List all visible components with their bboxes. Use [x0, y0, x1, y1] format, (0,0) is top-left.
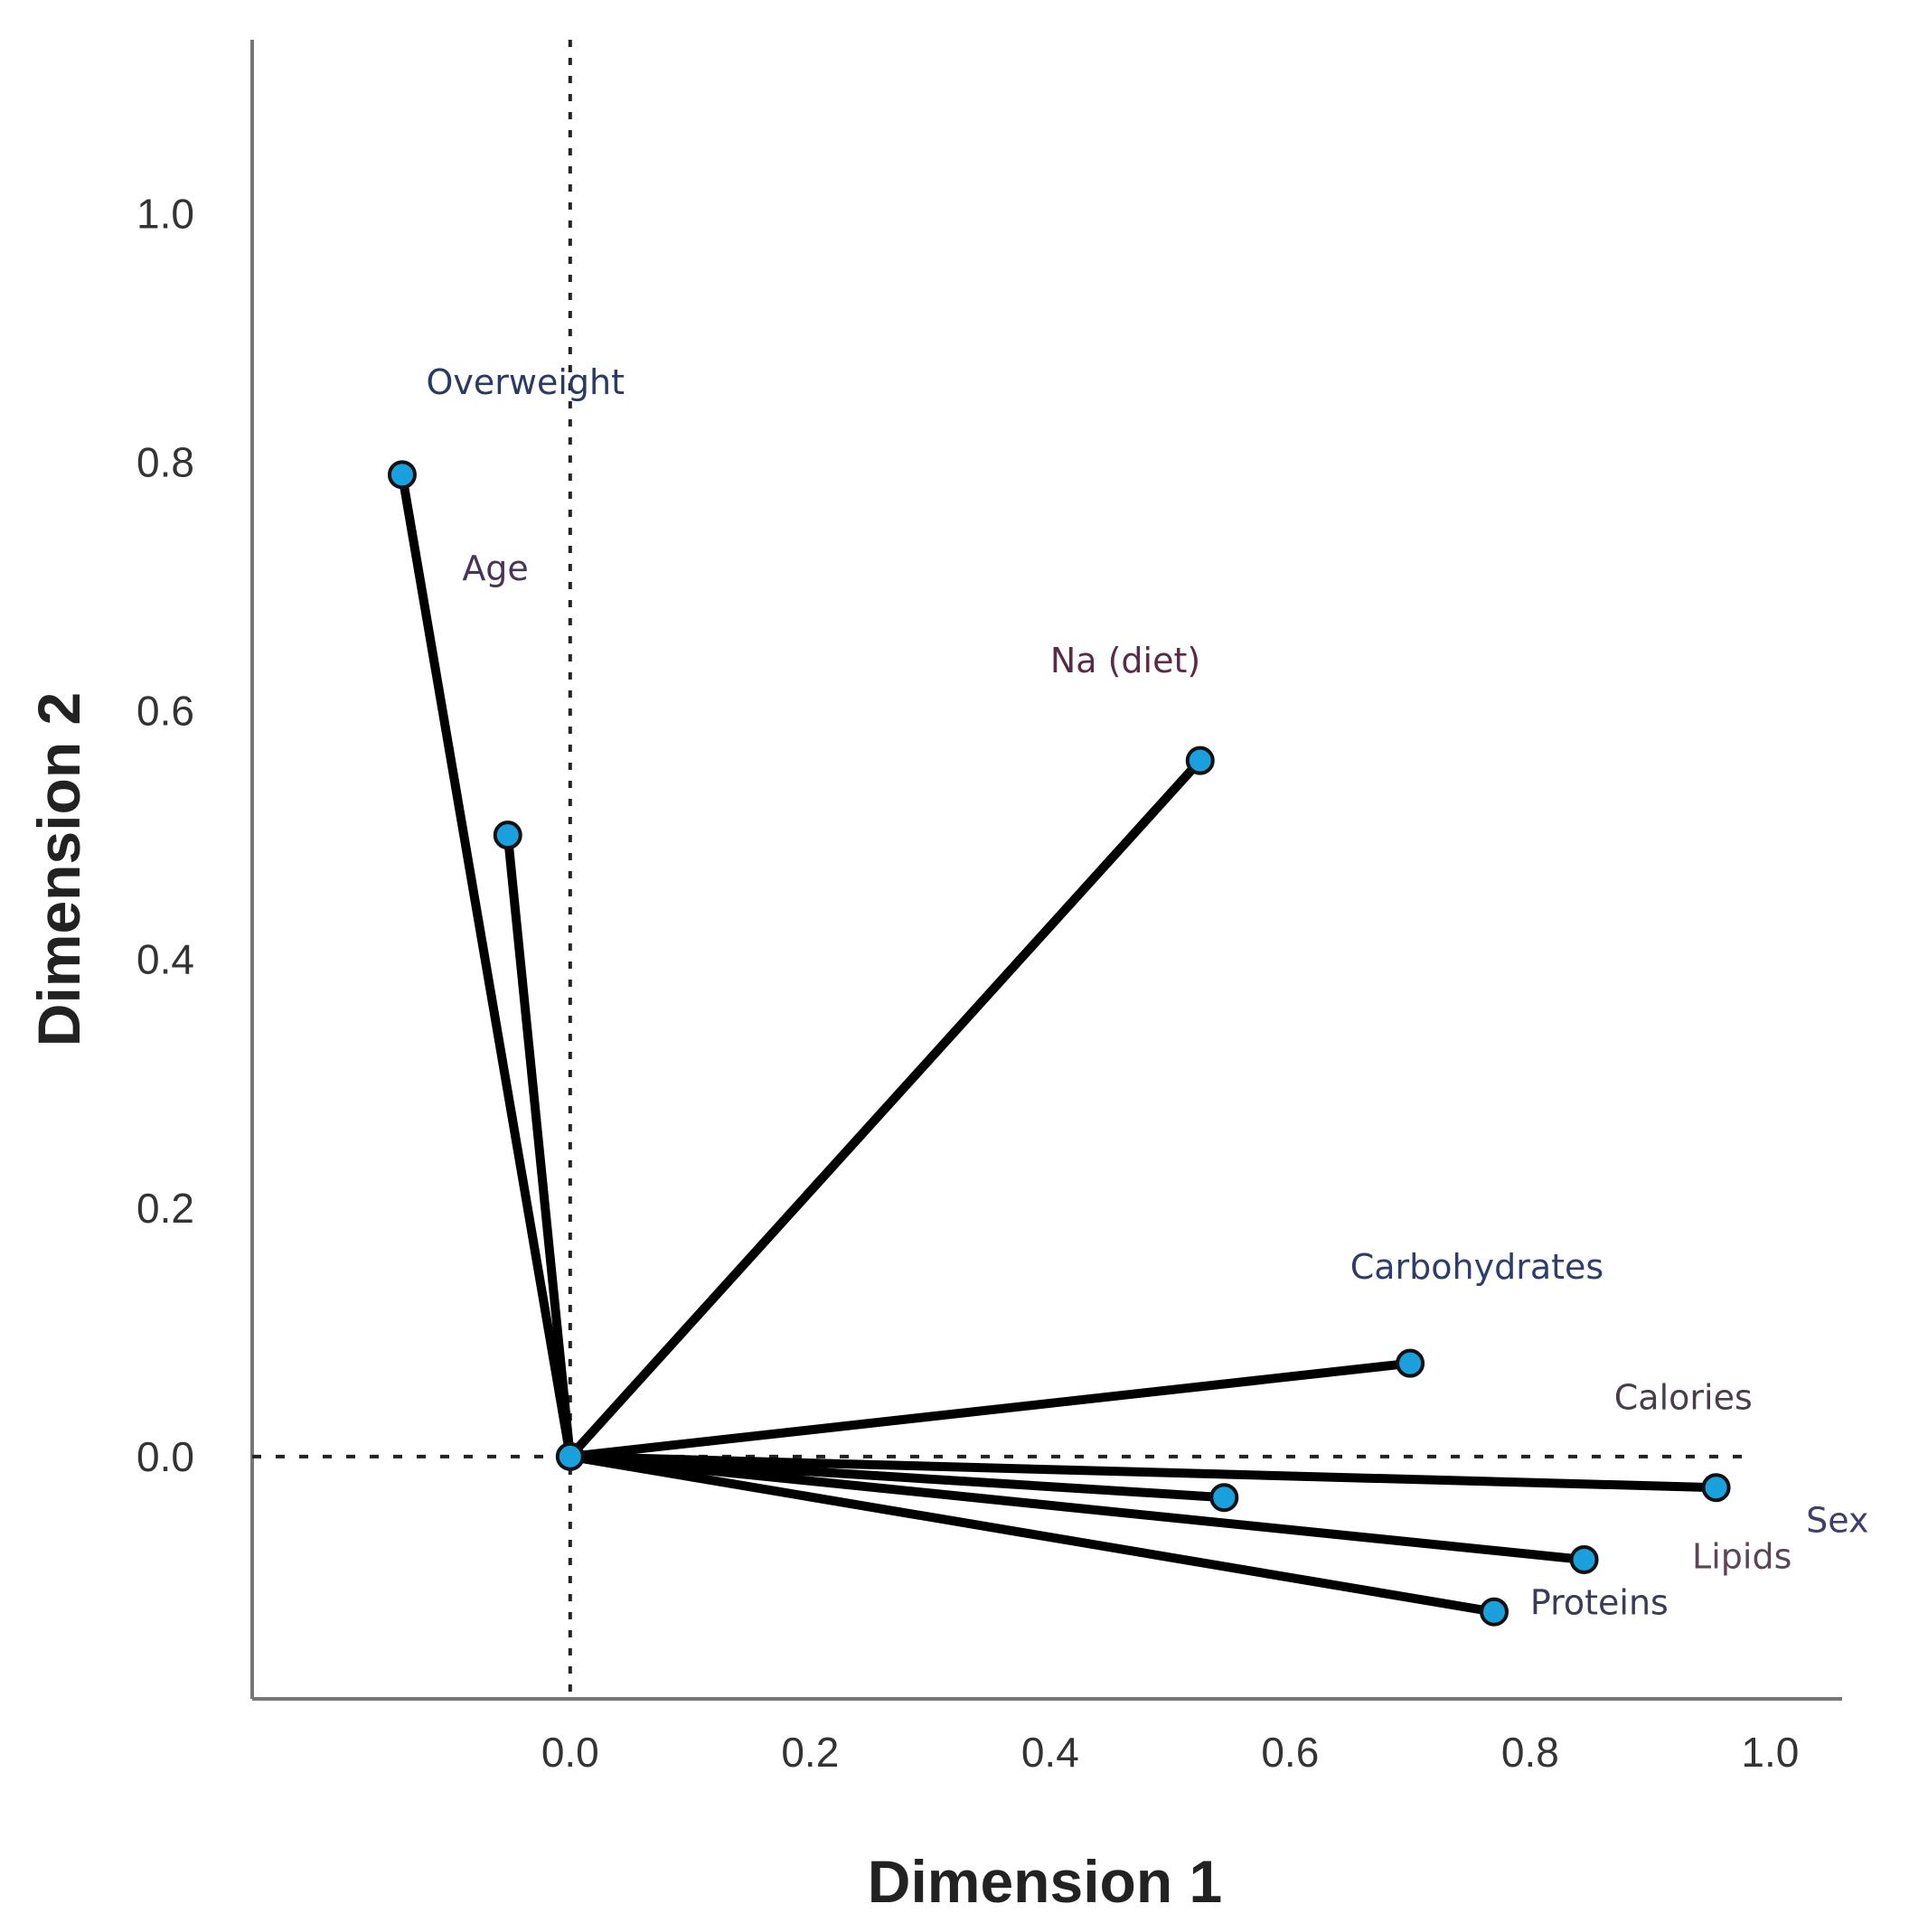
y-tick-label: 0.4	[136, 936, 194, 983]
x-tick-label: 0.6	[1261, 1729, 1319, 1776]
loading-points	[387, 460, 1731, 1627]
vector-carbohydrates	[565, 1358, 1415, 1461]
x-tick-label: 0.0	[541, 1729, 599, 1776]
y-tick-label: 0.6	[136, 688, 194, 735]
reference-lines	[252, 40, 1746, 1699]
point-calories	[1701, 1473, 1731, 1503]
y-tick-label: 0.0	[136, 1433, 194, 1480]
variable-labels: Overweight Age Na (diet) Carbohydrates Calor…	[426, 362, 1868, 1623]
label-na-diet-: Na (diet)	[1050, 641, 1200, 680]
vector-na-diet-	[565, 755, 1205, 1461]
label-overweight: Overweight	[426, 362, 625, 402]
point-age	[493, 821, 522, 850]
point-na-diet-	[1185, 746, 1215, 775]
point-lipids	[1569, 1544, 1599, 1574]
point-overweight	[387, 460, 417, 490]
vector-lipids	[565, 1451, 1589, 1564]
loading-vectors	[397, 470, 1721, 1617]
label-proteins: Proteins	[1530, 1582, 1669, 1622]
label-sex: Sex	[1806, 1501, 1868, 1541]
label-carbohydrates: Carbohydrates	[1350, 1247, 1604, 1287]
point-carbohydrates	[1396, 1348, 1425, 1378]
x-tick-label: 1.0	[1741, 1729, 1799, 1776]
origin-point	[555, 1441, 585, 1471]
point-proteins	[1480, 1597, 1509, 1627]
y-axis-title: Dimension 2	[25, 692, 92, 1046]
label-age: Age	[462, 549, 529, 588]
x-tick-label: 0.8	[1501, 1729, 1559, 1776]
vector-proteins	[565, 1451, 1500, 1617]
y-tick-label: 0.8	[136, 439, 194, 486]
vector-age	[503, 830, 575, 1461]
vector-calories	[565, 1451, 1721, 1493]
x-tick-label: 0.2	[781, 1729, 839, 1776]
vector-overweight	[397, 470, 575, 1461]
axes: 0.0 0.2 0.4 0.6 0.8 1.0 0.0 0.2 0.4 0.6 0.8 1.0	[136, 40, 1842, 1776]
point-sex	[1209, 1483, 1239, 1513]
label-calories: Calories	[1614, 1378, 1753, 1418]
label-lipids: Lipids	[1692, 1537, 1791, 1577]
x-tick-label: 0.4	[1021, 1729, 1079, 1776]
y-tick-label: 0.2	[136, 1185, 194, 1232]
x-axis-title: Dimension 1	[868, 1848, 1222, 1915]
y-tick-label: 1.0	[136, 191, 194, 238]
